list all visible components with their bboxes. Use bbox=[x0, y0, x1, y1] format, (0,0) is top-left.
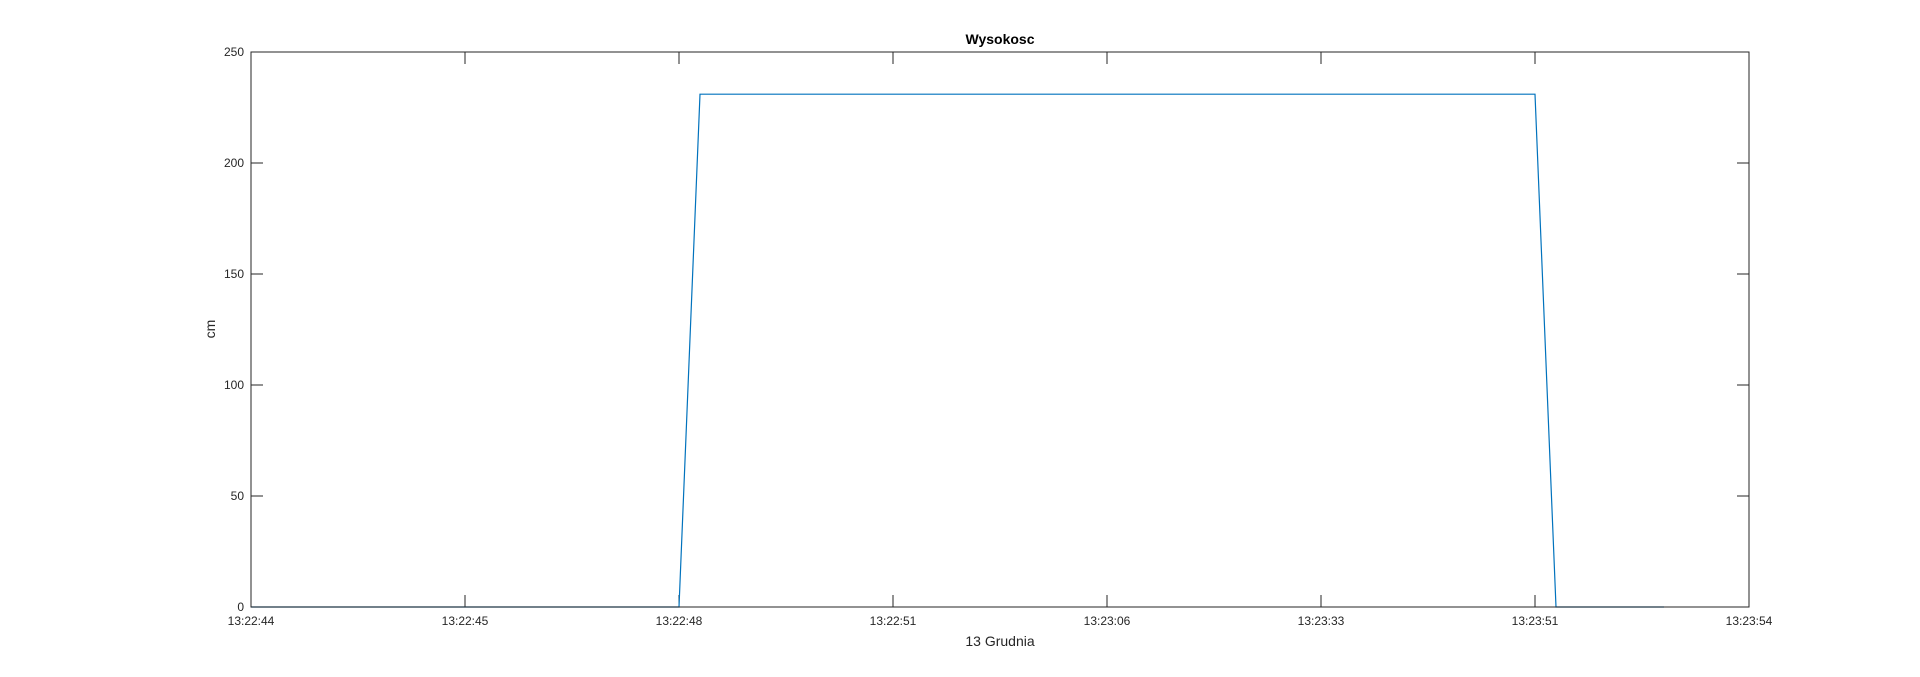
y-tick-label: 100 bbox=[224, 378, 244, 392]
plot-frame bbox=[250, 51, 1750, 608]
x-tick-label: 13:22:44 bbox=[228, 614, 275, 628]
plot-area bbox=[251, 52, 1749, 607]
y-axis-ticks: 0 50 100 150 200 250 bbox=[224, 45, 1749, 614]
y-tick-label: 0 bbox=[237, 600, 244, 614]
y-tick-label: 200 bbox=[224, 156, 244, 170]
x-tick-label: 13:23:54 bbox=[1726, 614, 1773, 628]
x-tick-label: 13:23:33 bbox=[1298, 614, 1345, 628]
x-tick-label: 13:23:51 bbox=[1512, 614, 1559, 628]
x-tick-label: 13:22:45 bbox=[442, 614, 489, 628]
y-tick-label: 150 bbox=[224, 267, 244, 281]
y-tick-label: 50 bbox=[231, 489, 245, 503]
x-tick-label: 13:22:51 bbox=[870, 614, 917, 628]
x-tick-label: 13:23:06 bbox=[1084, 614, 1131, 628]
y-tick-label: 250 bbox=[224, 45, 244, 59]
y-axis-label: cm bbox=[202, 320, 218, 339]
x-tick-label: 13:22:48 bbox=[656, 614, 703, 628]
x-axis-ticks: 13:22:44 13:22:45 13:22:48 13:22:51 13:23:06… bbox=[228, 52, 1773, 628]
x-axis-label: 13 Grudnia bbox=[965, 633, 1034, 649]
chart-title: Wysokosc bbox=[966, 31, 1035, 47]
